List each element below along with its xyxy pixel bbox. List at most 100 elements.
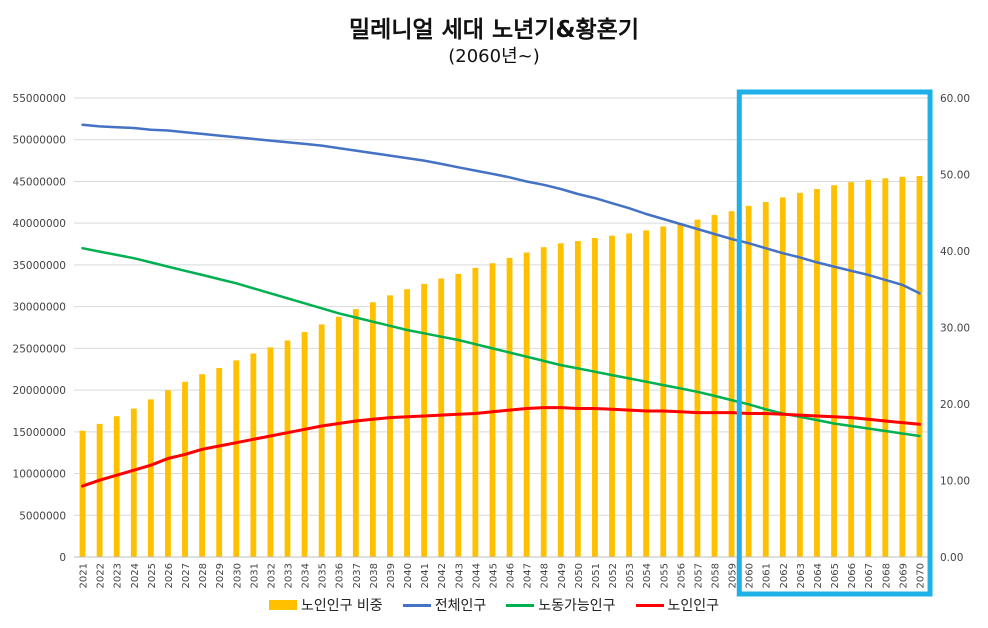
y-right-tick-label: 10.00: [940, 476, 970, 488]
bar-elderly-ratio: [694, 219, 701, 557]
bar-elderly-ratio: [301, 332, 308, 557]
line-elderly-population: [81, 406, 921, 488]
bar-elderly-ratio: [557, 243, 564, 557]
bar-elderly-ratio: [130, 408, 137, 557]
x-tick-label: 2057: [693, 563, 704, 588]
bar-elderly-ratio: [199, 374, 206, 557]
y-left-tick-label: 0: [59, 552, 66, 564]
x-tick-label: 2028: [198, 563, 209, 588]
legend-label-total-population: 전체인구: [434, 598, 487, 614]
bar-elderly-ratio: [814, 189, 820, 557]
x-tick-label: 2034: [301, 563, 312, 588]
bar-elderly-ratio: [592, 237, 598, 557]
x-tick-label: 2056: [676, 563, 687, 588]
legend-item-total-population: 전체인구: [402, 595, 487, 615]
line-total-population: [81, 123, 921, 295]
chart-subtitle: (2060년~): [448, 46, 540, 67]
bar-elderly-ratio: [421, 283, 428, 557]
bar-elderly-ratio: [147, 399, 154, 557]
x-tick-label: 2050: [574, 563, 585, 588]
bar-elderly-ratio: [574, 241, 581, 557]
bar-elderly-ratio: [79, 430, 86, 557]
y-right-tick-label: 30.00: [940, 323, 970, 335]
legend-label-working-population: 노동가능인구: [538, 598, 616, 614]
legend-label-elderly-population: 노인인구: [667, 598, 720, 614]
y-right-tick-label: 60.00: [940, 93, 970, 105]
bar-elderly-ratio: [848, 182, 855, 557]
bar-elderly-ratio: [113, 416, 120, 557]
x-tick-label: 2052: [608, 563, 619, 588]
chart-title: 밀레니얼 세대 노년기&황혼기: [349, 17, 639, 43]
bar-elderly-ratio: [660, 226, 667, 557]
x-tick-label: 2021: [79, 563, 90, 588]
x-tick-label: 2042: [437, 563, 448, 588]
x-tick-label: 2060: [745, 563, 756, 588]
bar-elderly-ratio: [96, 423, 103, 557]
bar-elderly-ratio: [489, 263, 496, 557]
bar-elderly-ratio: [250, 353, 257, 557]
x-tick-label: 2051: [591, 563, 602, 588]
legend-swatch-working-population: [506, 603, 535, 607]
x-tick-label: 2038: [369, 563, 380, 588]
bar-elderly-ratio: [745, 205, 752, 558]
bar-elderly-ratio: [284, 340, 291, 557]
x-tick-label: 2030: [232, 563, 243, 588]
x-tick-label: 2023: [113, 563, 124, 588]
y-right-tick-label: 40.00: [940, 246, 970, 258]
x-tick-label: 2029: [215, 563, 226, 588]
x-tick-label: 2063: [796, 563, 807, 588]
x-tick-label: 2026: [164, 563, 175, 588]
line-working-population: [81, 246, 921, 438]
x-tick-label: 2044: [471, 563, 482, 588]
legend-swatch-total-population: [402, 603, 431, 607]
x-tick-label: 2047: [523, 563, 534, 588]
y-left-tick-label: 25000000: [13, 343, 66, 355]
bar-elderly-ratio: [796, 192, 803, 558]
bar-elderly-ratio: [643, 230, 650, 557]
y-left-tick-label: 20000000: [13, 385, 66, 397]
x-tick-label: 2053: [625, 563, 636, 588]
y-right-tick-label: 20.00: [940, 399, 970, 411]
bar-elderly-ratio: [540, 247, 547, 558]
bar-elderly-ratio: [882, 178, 889, 557]
y-left-tick-label: 15000000: [13, 427, 66, 439]
x-tick-label: 2036: [335, 563, 346, 588]
x-tick-label: 2066: [847, 563, 858, 588]
x-tick-label: 2022: [96, 563, 107, 588]
x-tick-label: 2040: [403, 563, 414, 588]
y-left-tick-label: 55000000: [13, 93, 66, 105]
y-right-tick-label: 50.00: [940, 170, 970, 182]
bar-elderly-ratio: [404, 289, 410, 557]
y-left-tick-label: 35000000: [13, 260, 66, 272]
x-tick-label: 2025: [147, 563, 158, 588]
legend-swatch-elderly-ratio: [268, 600, 297, 610]
bar-elderly-ratio: [267, 347, 274, 557]
y-right-tick-label: 0.00: [940, 552, 963, 564]
bar-elderly-ratio: [165, 390, 171, 557]
x-tick-label: 2024: [130, 563, 141, 588]
x-tick-label: 2062: [779, 563, 790, 588]
x-tick-label: 2039: [386, 563, 397, 588]
chart-legend: 노인인구 비중 전체인구 노동가능인구 노인인구: [0, 594, 988, 616]
x-tick-label: 2048: [540, 563, 551, 588]
x-tick-label: 2045: [488, 563, 499, 588]
highlight-box: [736, 89, 933, 597]
bar-elderly-ratio: [762, 202, 769, 558]
bar-elderly-ratio: [387, 295, 393, 557]
legend-swatch-elderly-population: [635, 603, 664, 607]
bar-elderly-ratio: [677, 223, 684, 557]
x-tick-label: 2035: [318, 563, 329, 588]
legend-item-elderly-ratio: 노인인구 비중: [268, 595, 383, 615]
x-tick-label: 2032: [266, 563, 277, 588]
bar-elderly-ratio: [352, 309, 359, 557]
y-left-tick-label: 40000000: [13, 218, 66, 230]
bar-elderly-ratio: [318, 324, 325, 557]
x-tick-label: 2046: [506, 563, 517, 588]
y-left-tick-label: 50000000: [13, 135, 66, 147]
bar-elderly-ratio: [916, 176, 923, 557]
y-left-tick-label: 10000000: [13, 469, 66, 481]
x-tick-label: 2067: [864, 563, 875, 588]
bar-elderly-ratio: [779, 197, 786, 557]
x-tick-label: 2043: [454, 563, 465, 588]
